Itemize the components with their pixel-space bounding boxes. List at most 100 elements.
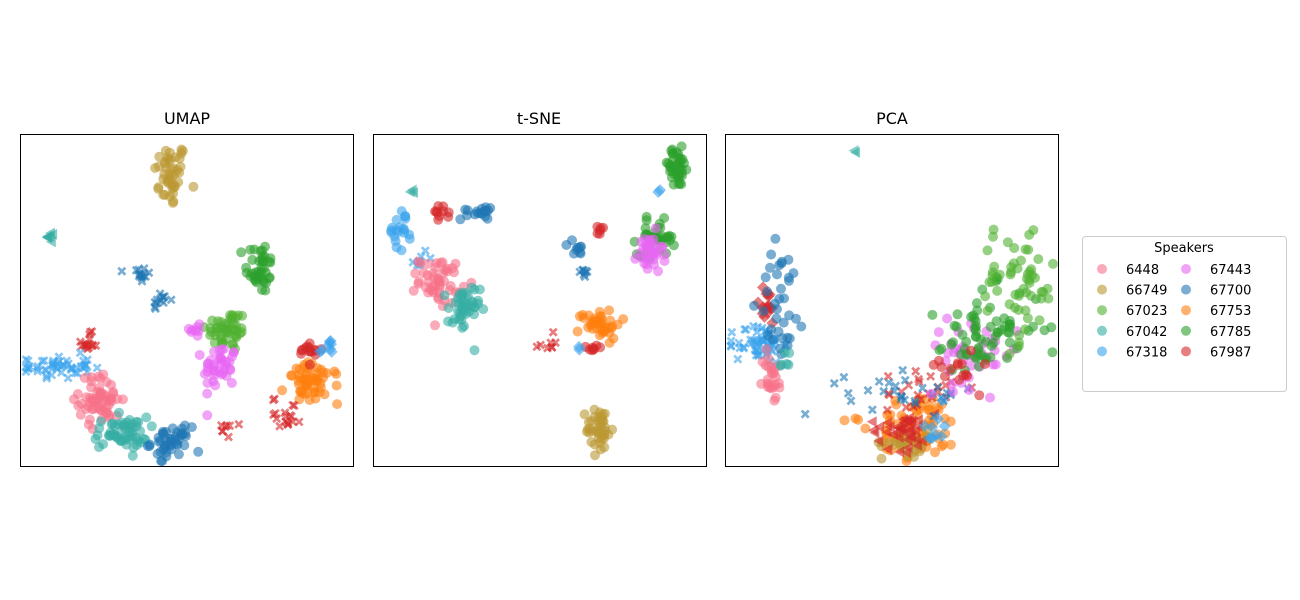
point-speaker-67753 bbox=[930, 447, 940, 458]
point-speaker-67042 bbox=[115, 435, 126, 446]
point-speaker-67785 bbox=[996, 324, 1007, 335]
point-speaker-67987 bbox=[954, 374, 965, 385]
point-speaker-67443 bbox=[985, 392, 995, 403]
point-speaker-67318 bbox=[315, 344, 328, 357]
point-speaker-6448 bbox=[98, 369, 109, 380]
point-speaker-67042 bbox=[457, 322, 468, 333]
point-speaker-67023 bbox=[982, 305, 993, 316]
umap-panel: UMAP bbox=[20, 109, 354, 467]
point-speaker-67987 bbox=[901, 402, 911, 412]
point-speaker-66749 bbox=[154, 151, 165, 162]
point-speaker-67785 bbox=[1005, 319, 1016, 330]
point-speaker-67023 bbox=[1042, 283, 1053, 294]
point-speaker-67042 bbox=[474, 284, 485, 295]
point-speaker-6448 bbox=[428, 285, 439, 296]
point-speaker-67700 bbox=[480, 205, 491, 216]
point-speaker-66749 bbox=[583, 417, 594, 428]
point-speaker-67042 bbox=[135, 426, 146, 437]
point-speaker-67318 bbox=[740, 324, 750, 334]
point-speaker-67785 bbox=[657, 231, 668, 242]
point-speaker-67753 bbox=[583, 310, 594, 321]
legend-marker-67753 bbox=[1181, 305, 1191, 316]
tsne-title: t-SNE bbox=[517, 109, 561, 128]
point-speaker-6448 bbox=[101, 377, 112, 387]
point-speaker-67700 bbox=[779, 293, 789, 304]
point-speaker-67700 bbox=[863, 385, 873, 395]
point-speaker-6448 bbox=[410, 268, 421, 279]
point-speaker-67023 bbox=[1014, 337, 1024, 348]
legend-label-67443: 67443 bbox=[1210, 263, 1251, 278]
point-speaker-67987 bbox=[894, 446, 905, 458]
point-speaker-67753 bbox=[331, 369, 342, 379]
point-speaker-67987 bbox=[909, 416, 919, 425]
point-speaker-67987 bbox=[962, 370, 973, 381]
point-speaker-66749 bbox=[159, 158, 170, 169]
point-speaker-67023 bbox=[1023, 244, 1034, 255]
point-speaker-67042 bbox=[443, 316, 454, 327]
legend-marker-67042 bbox=[1097, 325, 1107, 336]
point-speaker-67700 bbox=[891, 381, 901, 391]
point-speaker-6448 bbox=[73, 400, 84, 411]
point-speaker-67443 bbox=[947, 386, 958, 397]
point-speaker-67987 bbox=[881, 426, 892, 438]
point-speaker-67318 bbox=[62, 356, 72, 366]
point-speaker-67753 bbox=[945, 439, 956, 450]
point-speaker-67042 bbox=[450, 297, 461, 308]
point-speaker-67987 bbox=[283, 419, 293, 429]
point-speaker-67987 bbox=[883, 371, 893, 381]
point-speaker-67023 bbox=[1028, 225, 1039, 236]
point-speaker-67700 bbox=[762, 330, 773, 341]
point-speaker-67443 bbox=[215, 353, 226, 363]
point-speaker-6448 bbox=[415, 258, 426, 269]
point-speaker-67700 bbox=[846, 396, 856, 406]
point-speaker-67318 bbox=[41, 365, 51, 375]
point-speaker-67023 bbox=[982, 245, 993, 256]
point-speaker-67042 bbox=[107, 418, 118, 429]
legend-marker-6448 bbox=[1097, 264, 1107, 274]
point-speaker-67785 bbox=[971, 298, 982, 309]
point-speaker-67987 bbox=[270, 408, 280, 418]
point-speaker-67443 bbox=[194, 350, 205, 360]
point-speaker-67987 bbox=[588, 343, 599, 354]
point-speaker-67987 bbox=[869, 427, 880, 439]
point-speaker-67987 bbox=[901, 447, 911, 459]
point-speaker-67785 bbox=[980, 336, 991, 347]
point-speaker-6448 bbox=[430, 320, 440, 331]
legend-label-67753: 67753 bbox=[1210, 304, 1251, 319]
point-speaker-67318 bbox=[23, 364, 33, 374]
point-speaker-6448 bbox=[761, 344, 772, 355]
point-speaker-67785 bbox=[927, 309, 938, 320]
point-speaker-66749 bbox=[599, 408, 610, 419]
point-speaker-67042 bbox=[443, 303, 454, 313]
point-speaker-67785 bbox=[236, 247, 247, 258]
point-speaker-67443 bbox=[964, 385, 975, 395]
point-speaker-67785 bbox=[641, 211, 652, 222]
point-speaker-66749 bbox=[579, 409, 590, 420]
point-speaker-67023 bbox=[1020, 324, 1031, 335]
point-speaker-6448 bbox=[75, 409, 86, 420]
point-speaker-67785 bbox=[640, 223, 651, 234]
point-speaker-67318 bbox=[92, 363, 102, 373]
point-speaker-67700 bbox=[771, 313, 782, 324]
point-speaker-67785 bbox=[991, 316, 1002, 327]
point-speaker-6448 bbox=[433, 276, 444, 287]
point-speaker-67023 bbox=[1034, 315, 1045, 326]
pca-title: PCA bbox=[876, 109, 908, 128]
point-speaker-67987 bbox=[592, 221, 603, 232]
point-speaker-67700 bbox=[561, 240, 572, 250]
point-speaker-6448 bbox=[757, 356, 768, 367]
point-speaker-67318 bbox=[396, 245, 407, 256]
point-speaker-67023 bbox=[994, 269, 1005, 280]
point-speaker-67987 bbox=[965, 345, 976, 356]
point-speaker-67023 bbox=[1013, 304, 1024, 315]
umap-title: UMAP bbox=[164, 109, 210, 128]
point-speaker-67753 bbox=[608, 333, 619, 344]
point-speaker-67987 bbox=[297, 344, 308, 355]
point-speaker-67042 bbox=[104, 431, 115, 441]
point-speaker-6448 bbox=[418, 267, 429, 278]
point-speaker-66749 bbox=[592, 427, 603, 438]
point-speaker-67700 bbox=[141, 272, 151, 282]
point-speaker-67785 bbox=[265, 257, 276, 268]
point-speaker-67023 bbox=[1006, 267, 1016, 278]
